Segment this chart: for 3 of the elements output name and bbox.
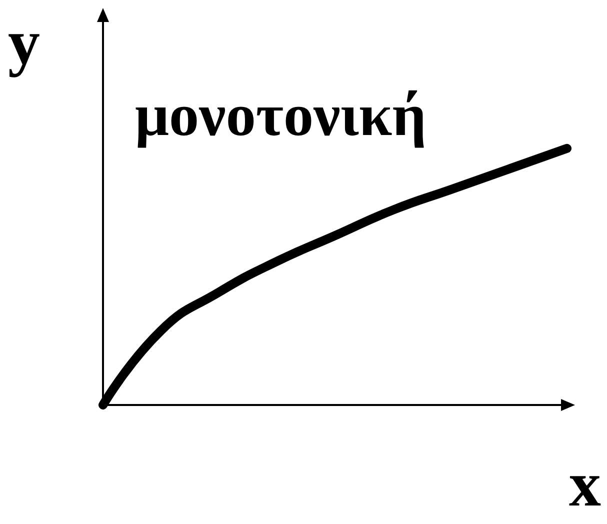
- text: μονοτονική: [135, 82, 426, 148]
- y-axis-title: y: [8, 6, 40, 78]
- x-axis-title: x: [569, 448, 601, 520]
